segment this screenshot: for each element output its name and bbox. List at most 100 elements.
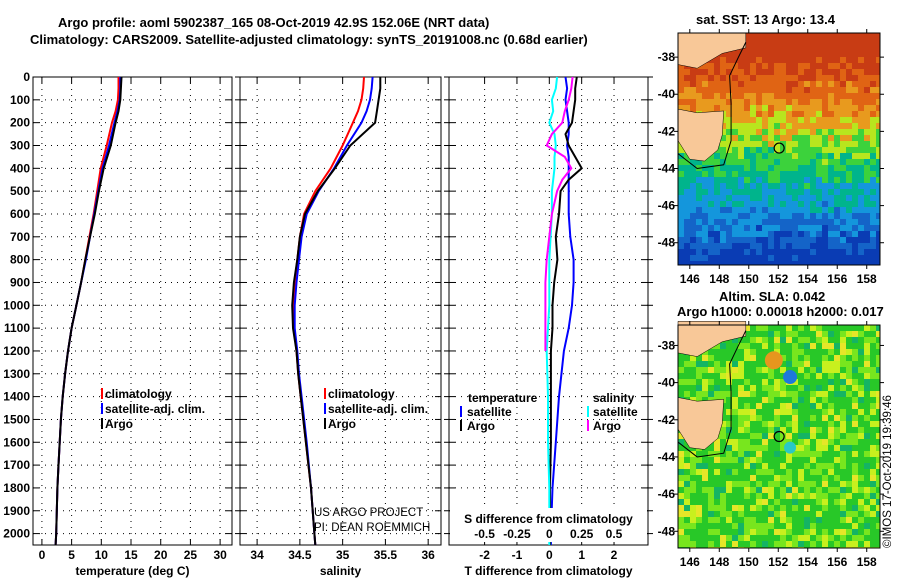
map-cell: [684, 451, 690, 457]
map-cell: [876, 69, 880, 75]
map-cell: [786, 255, 792, 261]
map-cell: [846, 451, 852, 457]
map-cell: [852, 177, 858, 183]
map-cell: [780, 523, 786, 529]
map-cell: [792, 213, 798, 219]
map-cell: [690, 219, 696, 225]
map-cell: [684, 219, 690, 225]
map-cell: [780, 207, 786, 213]
map-cell: [738, 183, 744, 189]
map-cell: [852, 541, 858, 547]
map-cell: [774, 427, 780, 433]
map-cell: [822, 213, 828, 219]
map-cell: [828, 87, 834, 93]
map-cell: [816, 165, 822, 171]
map-cell: [702, 75, 708, 81]
map-cell: [720, 207, 726, 213]
map-cell: [798, 337, 804, 343]
map-cell: [876, 129, 880, 135]
map-cell: [702, 213, 708, 219]
map-cell: [870, 325, 876, 331]
map-cell: [876, 499, 880, 505]
map-cell: [756, 403, 762, 409]
map-cell: [762, 391, 768, 397]
map-cell: [756, 225, 762, 231]
map-cell: [798, 135, 804, 141]
map-cell: [762, 69, 768, 75]
map-cell: [732, 93, 738, 99]
map-cell: [690, 237, 696, 243]
map-cell: [756, 499, 762, 505]
map-cell: [798, 117, 804, 123]
map-cell: [714, 541, 720, 547]
map-cell: [798, 367, 804, 373]
map-cell: [684, 373, 690, 379]
map-cell: [732, 457, 738, 463]
map-cell: [840, 33, 846, 39]
map-cell: [804, 57, 810, 63]
map-cell: [768, 129, 774, 135]
legend-swatch: [324, 418, 326, 429]
map-cell: [726, 117, 732, 123]
map-cell: [768, 331, 774, 337]
map-cell: [846, 475, 852, 481]
map-cell: [756, 255, 762, 261]
map-cell: [822, 427, 828, 433]
map-cell: [810, 39, 816, 45]
map-cell: [828, 195, 834, 201]
map-cell: [726, 499, 732, 505]
map-cell: [738, 105, 744, 111]
map-cell: [864, 39, 870, 45]
map-cell: [732, 105, 738, 111]
map-cell: [684, 511, 690, 517]
map-cell: [846, 255, 852, 261]
x-tick-label: 10: [95, 548, 109, 562]
map-cell: [804, 111, 810, 117]
map-cell: [762, 493, 768, 499]
map-cell: [792, 457, 798, 463]
y-tick-label: 900: [10, 275, 30, 289]
map-cell: [786, 523, 792, 529]
map-cell: [798, 433, 804, 439]
map-cell: [816, 219, 822, 225]
map-cell: [744, 523, 750, 529]
map-cell: [744, 481, 750, 487]
map-cell: [774, 457, 780, 463]
map-cell: [732, 415, 738, 421]
map-cell: [696, 535, 702, 541]
map-cell: [810, 69, 816, 75]
map-cell: [756, 147, 762, 153]
map-cell: [810, 331, 816, 337]
map-cell: [690, 159, 696, 165]
map-cell: [714, 225, 720, 231]
map-cell: [726, 523, 732, 529]
map-cell: [852, 105, 858, 111]
map-cell: [792, 129, 798, 135]
map-cell: [750, 499, 756, 505]
map-cell: [804, 355, 810, 361]
map-cell: [786, 505, 792, 511]
map-cell: [846, 385, 852, 391]
map-cell: [864, 231, 870, 237]
map-cell: [780, 105, 786, 111]
map-cell: [690, 201, 696, 207]
map-cell: [852, 415, 858, 421]
map-cell: [762, 153, 768, 159]
map-cell: [846, 87, 852, 93]
map-cell: [738, 201, 744, 207]
map-cell: [810, 93, 816, 99]
map-cell: [720, 147, 726, 153]
map-cell: [762, 219, 768, 225]
map-cell: [876, 355, 880, 361]
map-cell: [708, 153, 714, 159]
map-cell: [690, 261, 696, 265]
map-cell: [726, 213, 732, 219]
map-cell: [774, 325, 780, 331]
map-cell: [762, 261, 768, 265]
map-cell: [774, 231, 780, 237]
map-cell: [822, 225, 828, 231]
map-cell: [744, 57, 750, 63]
profile-panel-1: 0100200300400500600700800900100011001200…: [3, 70, 233, 578]
map-cell: [786, 39, 792, 45]
map-cell: [780, 457, 786, 463]
